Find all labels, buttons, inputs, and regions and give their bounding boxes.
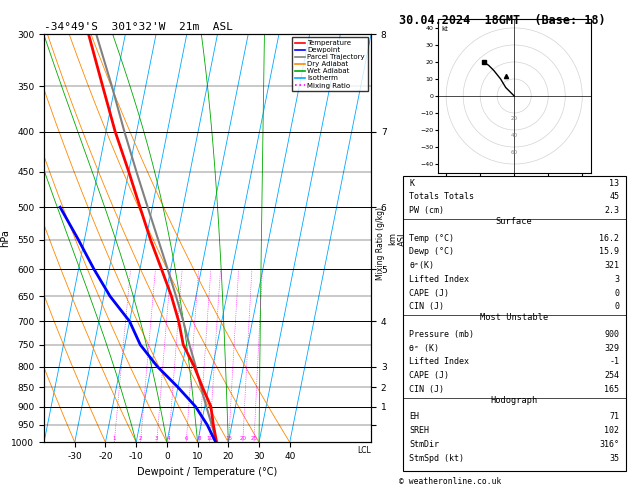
Text: SREH: SREH xyxy=(409,426,429,435)
Text: -1: -1 xyxy=(609,357,619,366)
Text: 15.9: 15.9 xyxy=(599,247,619,257)
Text: θᵉ (K): θᵉ (K) xyxy=(409,344,439,353)
Text: θᵉ(K): θᵉ(K) xyxy=(409,261,434,270)
Y-axis label: km
ASL: km ASL xyxy=(388,230,408,246)
Text: Surface: Surface xyxy=(496,217,533,226)
Text: 3: 3 xyxy=(155,435,159,441)
X-axis label: Dewpoint / Temperature (°C): Dewpoint / Temperature (°C) xyxy=(138,467,277,477)
Text: StmDir: StmDir xyxy=(409,440,439,449)
Text: Temp (°C): Temp (°C) xyxy=(409,234,454,243)
Text: 25: 25 xyxy=(250,435,257,441)
Text: Totals Totals: Totals Totals xyxy=(409,192,474,201)
Text: 316°: 316° xyxy=(599,440,619,449)
Text: 8: 8 xyxy=(198,435,201,441)
Text: 20: 20 xyxy=(511,116,518,122)
Text: 321: 321 xyxy=(604,261,619,270)
Text: Mixing Ratio (g/kg): Mixing Ratio (g/kg) xyxy=(376,207,385,279)
Text: 13: 13 xyxy=(609,179,619,188)
Text: 0: 0 xyxy=(614,289,619,297)
Text: K: K xyxy=(409,179,415,188)
Text: 20: 20 xyxy=(239,435,247,441)
Text: CAPE (J): CAPE (J) xyxy=(409,371,449,380)
Text: -34°49'S  301°32'W  21m  ASL: -34°49'S 301°32'W 21m ASL xyxy=(44,22,233,32)
Text: 254: 254 xyxy=(604,371,619,380)
Text: 165: 165 xyxy=(604,385,619,394)
Text: Dewp (°C): Dewp (°C) xyxy=(409,247,454,257)
Text: Lifted Index: Lifted Index xyxy=(409,357,469,366)
Text: Lifted Index: Lifted Index xyxy=(409,275,469,284)
Text: 0: 0 xyxy=(614,302,619,312)
Text: 3: 3 xyxy=(614,275,619,284)
Text: 71: 71 xyxy=(609,412,619,421)
Text: Pressure (mb): Pressure (mb) xyxy=(409,330,474,339)
Text: 102: 102 xyxy=(604,426,619,435)
Text: LCL: LCL xyxy=(357,446,371,454)
Text: 15: 15 xyxy=(225,435,232,441)
Text: 16.2: 16.2 xyxy=(599,234,619,243)
Text: © weatheronline.co.uk: © weatheronline.co.uk xyxy=(399,477,502,486)
Text: 40: 40 xyxy=(511,134,518,139)
Text: CIN (J): CIN (J) xyxy=(409,302,444,312)
Text: Most Unstable: Most Unstable xyxy=(480,313,548,322)
Text: 10: 10 xyxy=(206,435,213,441)
Text: CAPE (J): CAPE (J) xyxy=(409,289,449,297)
Text: Hodograph: Hodograph xyxy=(491,396,538,405)
Text: 2.3: 2.3 xyxy=(604,206,619,215)
Legend: Temperature, Dewpoint, Parcel Trajectory, Dry Adiabat, Wet Adiabat, Isotherm, Mi: Temperature, Dewpoint, Parcel Trajectory… xyxy=(292,37,367,91)
Text: EH: EH xyxy=(409,412,420,421)
Text: 1: 1 xyxy=(113,435,116,441)
Text: kt: kt xyxy=(441,26,448,32)
Text: 35: 35 xyxy=(609,453,619,463)
Text: StmSpd (kt): StmSpd (kt) xyxy=(409,453,464,463)
Text: 329: 329 xyxy=(604,344,619,353)
Text: 45: 45 xyxy=(609,192,619,201)
Text: 2: 2 xyxy=(139,435,142,441)
Text: 60: 60 xyxy=(511,151,518,156)
Text: PW (cm): PW (cm) xyxy=(409,206,444,215)
Text: 6: 6 xyxy=(184,435,188,441)
Text: 30.04.2024  18GMT  (Base: 18): 30.04.2024 18GMT (Base: 18) xyxy=(399,14,606,27)
Y-axis label: hPa: hPa xyxy=(0,229,10,247)
Text: 900: 900 xyxy=(604,330,619,339)
Text: CIN (J): CIN (J) xyxy=(409,385,444,394)
Text: 4: 4 xyxy=(167,435,170,441)
